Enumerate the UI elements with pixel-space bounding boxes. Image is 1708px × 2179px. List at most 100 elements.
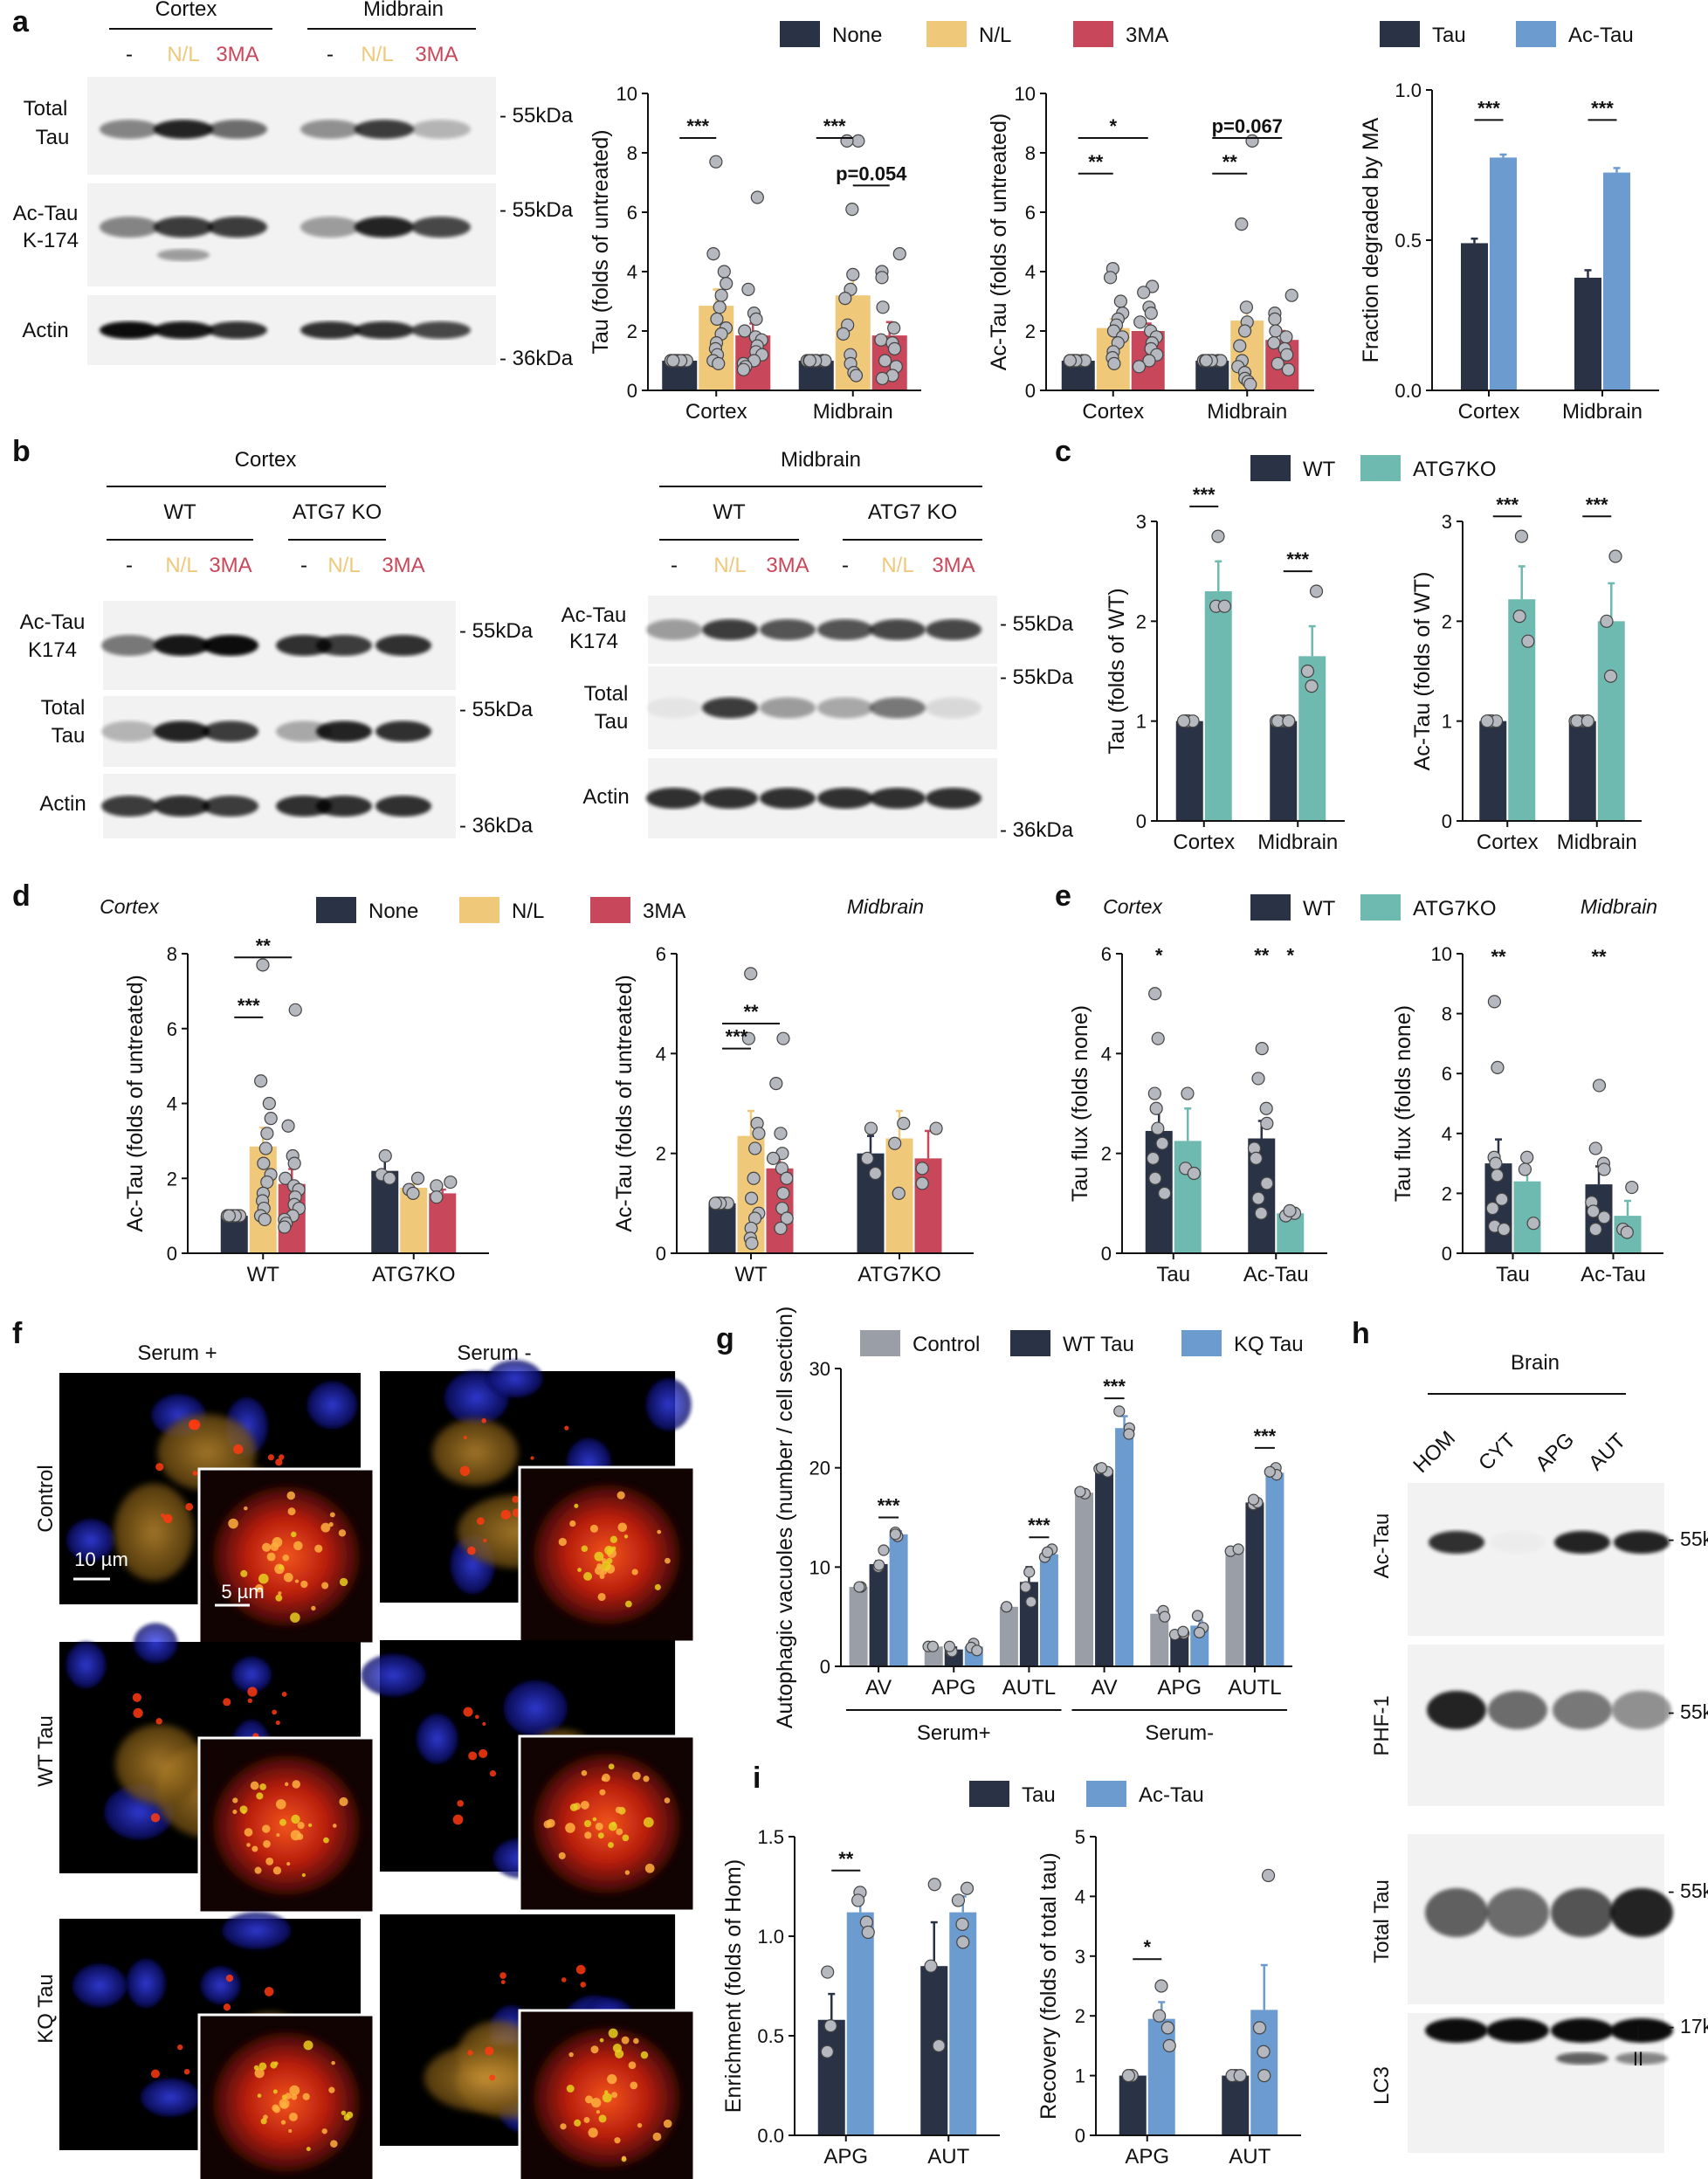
inset-puncta	[244, 1828, 253, 1837]
y-tick-label: 6	[656, 943, 666, 965]
legend-swatch	[969, 1781, 1009, 1807]
inset-puncta	[286, 1862, 291, 1866]
inset-puncta	[307, 1823, 313, 1827]
y-axis-label: Tau (folds of untreated)	[589, 129, 613, 354]
data-point	[1300, 664, 1315, 679]
blot-a-actin	[87, 295, 496, 365]
y-tick-label: 1	[1442, 711, 1452, 733]
blot-band	[276, 721, 332, 742]
blot-band	[316, 635, 372, 656]
inset-puncta	[250, 1781, 259, 1790]
y-tick-label: 10	[809, 1556, 830, 1578]
x-tick-label: WT	[734, 1263, 768, 1286]
puncta	[459, 1465, 471, 1477]
blot-b_midbrain-row-2	[646, 758, 997, 838]
bar-g-1-3	[1095, 1469, 1114, 1666]
significance-label: **	[1254, 945, 1270, 967]
panel-labels-layer: a b c d e f g h i	[12, 5, 1370, 1795]
bar-g-1-2	[1019, 1582, 1038, 1666]
nucleus	[134, 1623, 178, 1664]
data-point	[1023, 1566, 1036, 1578]
micrograph-row-label: KQ Tau	[34, 1974, 58, 2044]
puncta	[272, 1709, 278, 1715]
blot-lane-label: CYT	[1474, 1429, 1520, 1475]
y-tick-label: 20	[809, 1458, 830, 1479]
blot-row-label: PHF-1	[1370, 1695, 1394, 1755]
data-point	[281, 1119, 295, 1133]
data-point	[1113, 294, 1127, 308]
puncta	[500, 1509, 511, 1520]
data-point	[1520, 1150, 1534, 1164]
data-point	[888, 1136, 902, 1150]
y-tick-label: 0	[1442, 1243, 1452, 1265]
blot-band	[817, 697, 873, 719]
inset-puncta	[331, 2060, 335, 2065]
blot-lane-label: -	[300, 554, 307, 577]
data-point	[1608, 549, 1622, 563]
y-tick-label: 2	[656, 1143, 666, 1165]
blot-marker: - 55kDa	[1000, 612, 1074, 636]
legend: Tau Ac-Tau	[969, 1781, 1204, 1807]
inset-puncta	[232, 1810, 238, 1815]
chart-d2: 0 2 4 6 WT ATG7KO Ac-Tau (folds of untreated) *…	[612, 943, 974, 1286]
y-tick-label: 8	[167, 943, 177, 965]
inset-puncta	[607, 2074, 617, 2085]
legend: WT ATG7KO	[1250, 894, 1497, 921]
data-point	[874, 333, 888, 347]
puncta	[223, 2003, 231, 2011]
inset-puncta	[643, 1776, 650, 1783]
data-point	[1480, 714, 1494, 728]
significance-label: ***	[1591, 97, 1614, 119]
data-point	[1155, 1136, 1169, 1150]
legend: None N/L 3MA	[316, 897, 685, 923]
x-tick-label: APG	[1125, 2145, 1169, 2169]
x-tick-label: Midbrain	[1562, 400, 1643, 424]
y-tick-label: 2	[1442, 610, 1452, 632]
data-point	[776, 1186, 790, 1201]
micrograph-inset	[518, 1465, 696, 1644]
y-axis-label: Recovery (folds of total tau)	[1037, 1852, 1061, 2120]
blot-band	[1486, 1888, 1549, 1937]
blot-band	[355, 321, 414, 339]
y-tick-label: 1.0	[1395, 79, 1422, 101]
data-point	[823, 2019, 837, 2033]
inset-puncta	[599, 2038, 604, 2043]
inset-puncta	[581, 1545, 589, 1552]
y-tick-label: 2	[627, 321, 637, 342]
data-point	[1041, 1546, 1054, 1558]
significance-label: **	[743, 1001, 759, 1023]
y-axis-label: Enrichment (folds of Hom)	[721, 1859, 746, 2113]
inset-puncta	[637, 2122, 643, 2128]
chart-i1: 0.0 0.5 1.0 1.5 APG AUT Enrichment (folds of H…	[721, 1826, 1000, 2169]
blot-group-label: ATG7 KO	[868, 500, 957, 524]
y-tick-label: 3	[1075, 1946, 1085, 1968]
inset-puncta	[289, 2085, 300, 2096]
legend-label: Ac-Tau	[1568, 24, 1634, 47]
inset-puncta	[293, 1541, 303, 1551]
bar-c1-0-1	[1270, 721, 1298, 821]
data-point	[1063, 354, 1077, 368]
blot-row-label: Ac-Tau	[1370, 1514, 1394, 1579]
legend-swatch	[1516, 21, 1556, 47]
blot-lane-label: AUT	[1584, 1429, 1630, 1475]
blot-marker: - 55kDa	[1668, 1527, 1708, 1550]
inset-puncta	[339, 1796, 348, 1807]
micrograph-inset	[197, 2013, 375, 2179]
inset-puncta	[580, 1800, 589, 1810]
data-point	[1521, 634, 1535, 648]
y-tick-label: 2	[1136, 610, 1147, 632]
inset-puncta	[291, 1531, 297, 1538]
data-point	[222, 1209, 237, 1223]
x-tick-label: Cortex	[1173, 831, 1235, 854]
blot-band	[1615, 2052, 1668, 2065]
bar-c1-1-0	[1204, 591, 1232, 821]
data-point	[1587, 1204, 1601, 1218]
bar-i2-1-0	[1147, 2018, 1175, 2135]
panel-label-i: i	[753, 1762, 761, 1795]
data-point	[971, 1645, 983, 1657]
nucleus	[66, 1519, 115, 1562]
data-point	[1107, 356, 1121, 370]
blot-group-label: ATG7 KO	[293, 500, 382, 524]
inset-puncta	[323, 1837, 329, 1844]
significance-label: **	[1491, 946, 1506, 968]
